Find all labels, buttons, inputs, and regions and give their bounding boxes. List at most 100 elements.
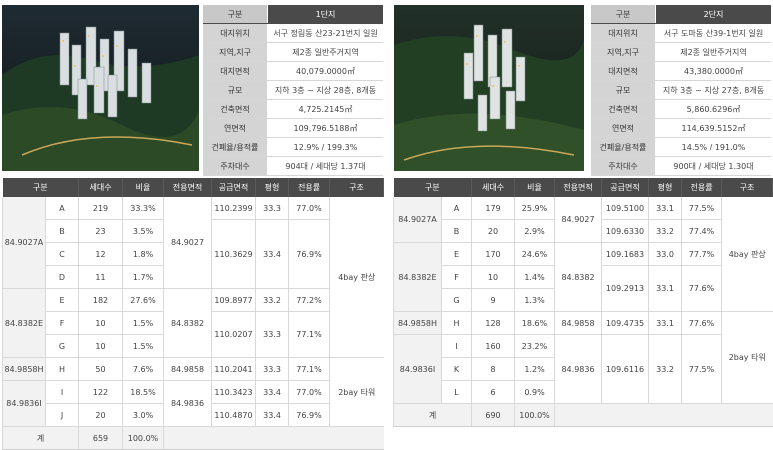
unit-subtype: L [440, 380, 472, 404]
unit-ratio: 25.9% [514, 197, 555, 220]
complex-2-panel: 구분 2단지 대지위치 서구 도마동 산39-1번지 일원 지역,지구 제2종 … [391, 0, 773, 437]
overview-row: 건축면적 5,860.6296㎡ [591, 99, 771, 119]
unit-households: 122 [78, 380, 123, 404]
unit-pyeong: 33.1 [648, 311, 682, 335]
unit-ratio: 33.3% [122, 197, 164, 220]
table-row: F 10 1.4% 109.2913 33.1 77.6% [394, 265, 773, 312]
unit-type-cell: 84.9027A [393, 197, 442, 243]
overview-key: 대지위치 [203, 23, 268, 43]
unit-header-row: 구분 세대수 비율 전용면적 공급면적 평형 전용률 구조 [2, 178, 385, 197]
unit-subtype: I [44, 380, 79, 404]
overview-key: 연면적 [591, 118, 656, 138]
complex-2-rendering-image [394, 5, 584, 171]
overview-header-label: 구분 [591, 5, 656, 24]
unit-ratio: 1.5% [122, 334, 164, 358]
overview-value: 지하 3층 ~ 지상 27층, 8개동 [655, 80, 771, 100]
unit-header-ratio: 비율 [122, 178, 165, 197]
unit-subtype: B [440, 219, 472, 243]
unit-supply-area: 110.4870 [211, 403, 256, 427]
overview-value: 제2종 일반주거지역 [267, 42, 383, 62]
table-row: F 10 1.5% 110.0207 33.3 77.1% [3, 311, 384, 358]
unit-type-cell: 84.8382E [2, 288, 46, 358]
unit-pyeong: 33.1 [648, 197, 682, 220]
unit-structure: 2bay 타워 [721, 311, 773, 404]
unit-subtype: G [440, 288, 472, 312]
unit-subtype: K [440, 357, 472, 381]
table-row: C 12 1.8% [3, 242, 384, 266]
overview-row: 지역,지구 제2종 일반주거지역 [203, 42, 383, 62]
unit-exclusive-area: 84.9027 [554, 197, 602, 243]
total-ratio: 100.0% [514, 403, 555, 427]
overview-key: 지역,지구 [591, 42, 656, 62]
unit-households: 11 [78, 265, 123, 289]
complex-2-overview-table: 구분 2단지 대지위치 서구 도마동 산39-1번지 일원 지역,지구 제2종 … [591, 5, 771, 176]
unit-households: 10 [471, 265, 515, 289]
unit-type-cell: 84.9836I [2, 380, 46, 427]
unit-pyeong: 33.4 [255, 380, 289, 404]
overview-value: 4,725.2145㎡ [267, 99, 383, 119]
table-row: 84.9836I I 122 18.5% 84.9836 110.3423 33… [2, 380, 384, 427]
unit-structure: 2bay 타워 [329, 357, 384, 427]
unit-exclusive-area: 84.9027 [163, 197, 212, 289]
overview-key: 규모 [203, 80, 268, 100]
unit-structure: 4bay 판상 [721, 197, 773, 312]
unit-ratio: 2.9% [514, 219, 555, 243]
unit-exclusive-rate: 77.5% [681, 197, 722, 220]
unit-households: 6 [471, 380, 515, 404]
unit-supply-area: 110.0207 [211, 311, 256, 358]
unit-ratio: 3.5% [122, 219, 164, 243]
overview-value: 서구 도마동 산39-1번지 일원 [655, 23, 771, 43]
unit-exclusive-rate: 77.6% [681, 265, 722, 312]
unit-exclusive-rate: 77.1% [288, 311, 330, 358]
overview-row: 연면적 109,796.5188㎡ [203, 118, 383, 138]
overview-key: 규모 [591, 80, 656, 100]
unit-pyeong: 33.2 [648, 219, 682, 243]
unit-header-structure: 구조 [721, 178, 773, 197]
unit-exclusive-rate: 77.5% [681, 334, 722, 404]
overview-key: 건폐율/용적률 [591, 137, 656, 157]
overview-value: 43,380.0000㎡ [655, 61, 771, 81]
table-row: K 8 1.2% [394, 357, 773, 381]
unit-header-exclusive-rate: 전용률 [681, 178, 723, 197]
unit-subtype: F [44, 311, 79, 335]
unit-exclusive-rate: 76.9% [288, 403, 330, 427]
unit-ratio: 1.8% [122, 242, 164, 266]
unit-header-structure: 구조 [329, 178, 385, 197]
complex-1-panel: 구분 1단지 대지위치 서구 정림동 산23-21번지 일원 지역,지구 제2종… [0, 0, 385, 450]
unit-ratio: 18.6% [514, 311, 555, 335]
unit-type-cell: 84.9027A [2, 197, 46, 289]
unit-exclusive-rate: 77.1% [288, 357, 330, 381]
overview-header-label: 구분 [203, 5, 268, 24]
unit-households: 170 [471, 242, 515, 266]
overview-row: 대지위치 서구 도마동 산39-1번지 일원 [591, 23, 771, 43]
unit-exclusive-area: 84.8382 [554, 242, 602, 312]
overview-key: 대지위치 [591, 23, 656, 43]
unit-ratio: 7.6% [122, 357, 164, 381]
table-row: D 11 1.7% [3, 265, 384, 289]
unit-exclusive-area: 84.9836 [163, 380, 212, 427]
unit-subtype: C [44, 242, 79, 266]
unit-supply-area: 109.6330 [601, 219, 649, 243]
unit-header-type: 구분 [2, 178, 80, 197]
overview-key: 지역,지구 [203, 42, 268, 62]
unit-header-supply-area: 공급면적 [211, 178, 257, 197]
overview-key: 건축면적 [203, 99, 268, 119]
unit-subtype: E [44, 288, 79, 312]
total-empty [163, 426, 384, 450]
overview-header-row: 구분 2단지 [591, 5, 771, 24]
unit-exclusive-area: 84.9858 [163, 357, 212, 381]
unit-households: 10 [78, 311, 123, 335]
overview-row: 규모 지하 3층 ~ 지상 27층, 8개동 [591, 80, 771, 100]
overview-value: 114,639.5152㎡ [655, 118, 771, 138]
unit-exclusive-area: 84.8382 [163, 288, 212, 358]
overview-row: 대지면적 43,380.0000㎡ [591, 61, 771, 81]
unit-header-households: 세대수 [78, 178, 124, 197]
total-row: 계 659 100.0% [1, 426, 384, 450]
overview-key: 연면적 [203, 118, 268, 138]
overview-row: 연면적 114,639.5152㎡ [591, 118, 771, 138]
overview-row: 대지위치 서구 정림동 산23-21번지 일원 [203, 23, 383, 43]
unit-ratio: 18.5% [122, 380, 164, 404]
unit-subtype: E [440, 242, 472, 266]
table-row: 84.9858H H 128 18.6% 84.9858 109.4735 33… [393, 311, 773, 404]
unit-households: 50 [78, 357, 123, 381]
